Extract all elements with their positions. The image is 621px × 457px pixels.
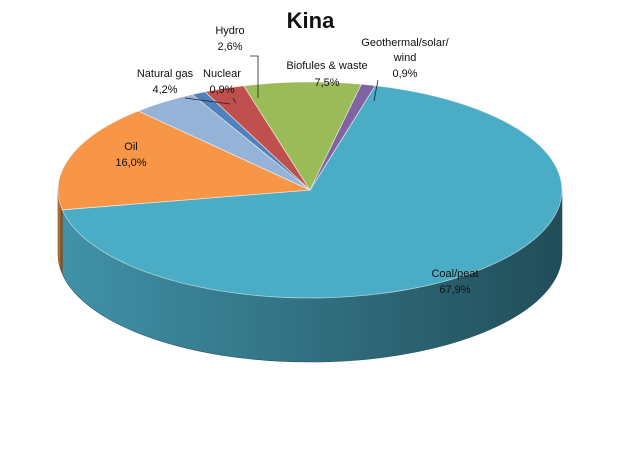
slice-label-geothermal-solar-wind: wind — [393, 52, 417, 64]
slice-label-geothermal-solar-wind: Geothermal/solar/ — [361, 37, 449, 49]
slice-geothermal-solar-wind — [309, 83, 376, 191]
slice-label-oil: Oil — [124, 141, 137, 153]
slice-value-oil: 16,0% — [115, 157, 146, 169]
slice-label-biofules-waste: Biofules & waste — [286, 60, 367, 72]
slice-label-nuclear: Nuclear — [203, 68, 241, 80]
slice-value-nuclear: 0,9% — [209, 84, 234, 96]
slice-label-coal-peat: Coal/peat — [431, 268, 478, 280]
slice-value-coal-peat: 67,9% — [439, 284, 470, 296]
slice-oil — [57, 110, 312, 211]
slice-coal-peat — [61, 85, 563, 299]
leader-line-geothermal-solar-wind — [373, 79, 379, 102]
leader-line-natural-gas — [184, 97, 231, 105]
slice-value-biofules-waste: 7,5% — [314, 77, 339, 89]
slice-label-natural-gas: Natural gas — [137, 68, 194, 80]
slice-value-hydro: 2,6% — [217, 41, 242, 53]
chart-title: Kina — [286, 8, 335, 33]
leader-line-nuclear — [232, 97, 237, 104]
leader-line-hydro — [250, 55, 259, 98]
pie-top — [57, 81, 563, 299]
slice-labels: Coal/peat 67,9% Oil 16,0% Natural gas 4,2% Nuc… — [115, 25, 478, 296]
slice-value-geothermal-solar-wind: 0,9% — [392, 68, 417, 80]
leader-lines — [184, 55, 379, 105]
slice-biofules-waste — [243, 81, 362, 191]
slice-value-natural-gas: 4,2% — [152, 84, 177, 96]
slice-label-hydro: Hydro — [215, 25, 244, 37]
